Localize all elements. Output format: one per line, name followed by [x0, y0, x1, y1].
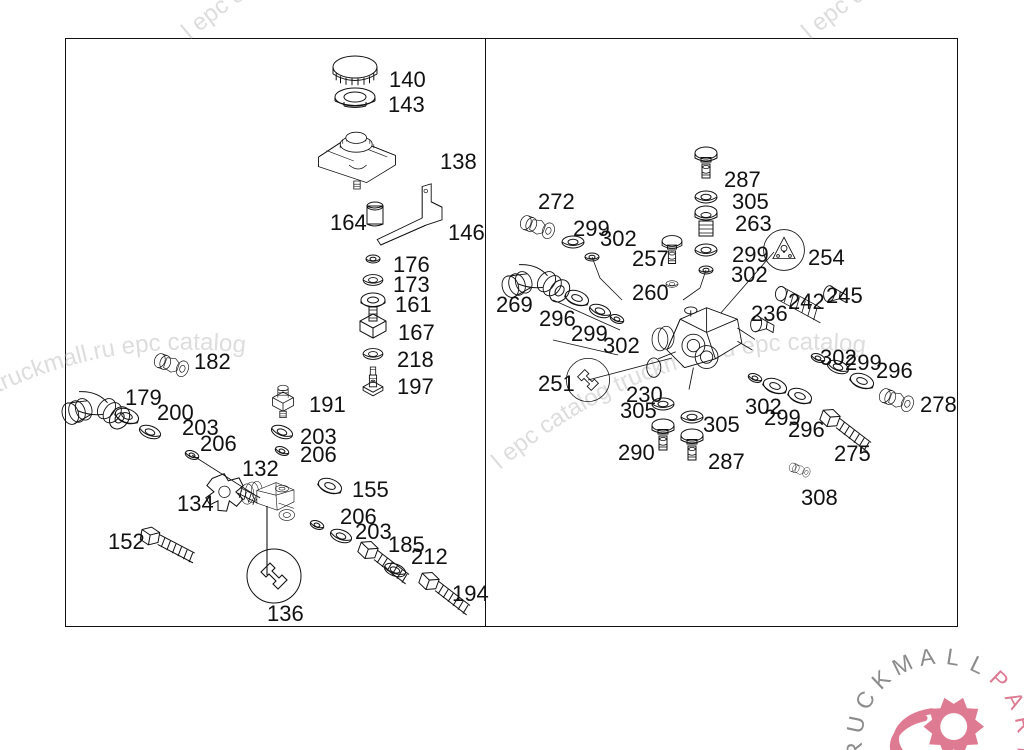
svg-text:U: U	[841, 714, 870, 736]
svg-text:A: A	[1000, 687, 1024, 714]
svg-text:L: L	[966, 650, 989, 679]
svg-text:L: L	[945, 643, 962, 671]
svg-text:T: T	[1012, 742, 1024, 750]
svg-text:C: C	[850, 686, 881, 713]
svg-text:K: K	[866, 664, 896, 694]
svg-text:R: R	[841, 741, 868, 750]
svg-text:R: R	[1010, 714, 1024, 736]
svg-text:M: M	[888, 649, 917, 681]
svg-text:A: A	[917, 643, 937, 671]
svg-text:P: P	[985, 665, 1014, 694]
